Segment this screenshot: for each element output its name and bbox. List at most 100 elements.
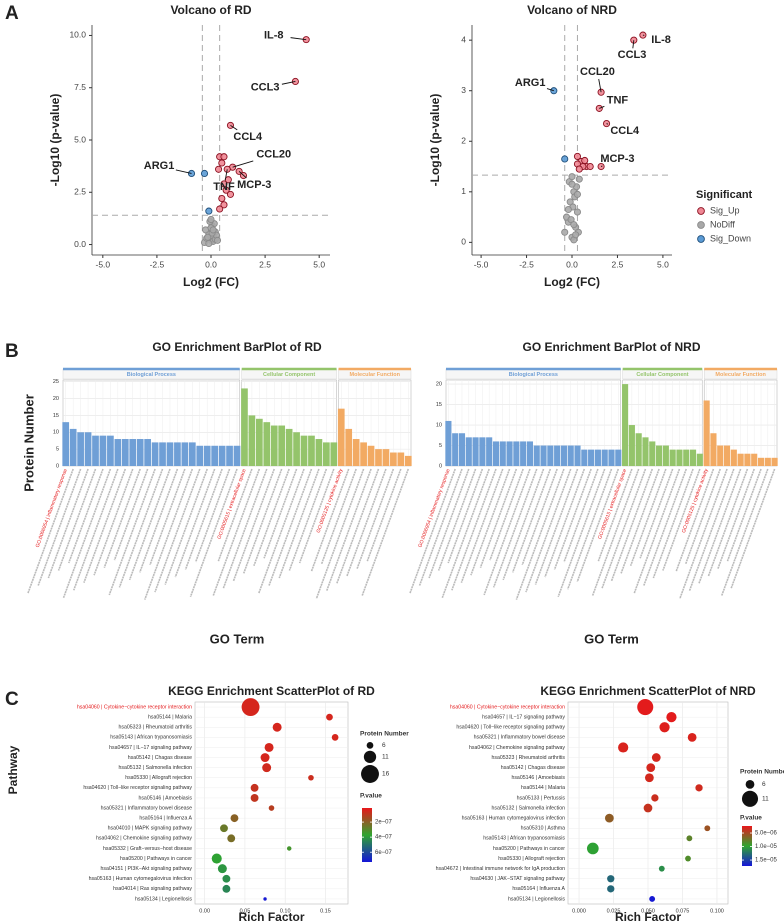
illegible-label (108, 468, 156, 596)
data-point (205, 207, 213, 215)
legend-title: Significant (696, 189, 753, 201)
data-point (550, 87, 558, 95)
y-tick-label: hsa04630 | JAK−STAT signaling pathway (470, 876, 565, 882)
leader-line (230, 124, 238, 131)
illegible-label (68, 468, 104, 564)
bar (174, 442, 181, 466)
illegible-label (320, 468, 357, 565)
bubble (264, 742, 274, 752)
y-tick-label: hsa05142 | Chagas disease (501, 765, 565, 771)
data-point (213, 236, 222, 244)
bubble (687, 732, 697, 742)
x-tick-label: -5.0 (474, 259, 489, 269)
bar (581, 449, 588, 466)
color-bar (362, 808, 372, 862)
bar (278, 425, 286, 466)
illegible-label (639, 468, 674, 559)
legend-label: Sig_Up (710, 205, 740, 215)
leader-line (546, 88, 554, 92)
bar (367, 445, 375, 466)
x-tick-label: 0.000 (572, 908, 586, 914)
point-label: IL-8 (264, 29, 284, 41)
illegible-label (253, 468, 290, 567)
point-label: CCL4 (233, 131, 263, 143)
illegible-label (418, 468, 463, 586)
color-legend-label: 2e−07 (375, 820, 393, 826)
illegible-label (566, 468, 613, 590)
x-tick-label: 0.100 (710, 908, 724, 914)
y-axis-title: -Log10 (p-value) (48, 94, 62, 187)
y-tick-label: 15 (53, 413, 59, 419)
y-tick-label: hsa05132 | Salmonella infection (492, 805, 566, 811)
y-tick-label: hsa05200 | Pathways in cancer (120, 856, 192, 862)
size-legend-swatch (741, 790, 759, 807)
bar (520, 441, 527, 466)
x-tick-label: -5.0 (95, 259, 110, 269)
bar (737, 453, 744, 466)
size-legend-swatch (745, 780, 755, 789)
bar (382, 449, 390, 466)
facet-panel (445, 379, 621, 467)
bar (642, 437, 649, 466)
bar (656, 445, 663, 466)
y-tick-label: hsa05332 | Graft−versus−host disease (103, 846, 192, 852)
bubble (222, 874, 231, 883)
y-tick-label: hsa05330 | Allograft rejection (498, 856, 565, 862)
bar (241, 388, 248, 466)
y-tick-label: 10 (53, 430, 59, 436)
y-tick-label: hsa04620 | Toll−like receptor signaling … (83, 785, 192, 791)
bubble (586, 842, 599, 855)
x-tick-label: 0.00 (199, 908, 210, 914)
bar (84, 432, 92, 466)
bubble (618, 742, 629, 753)
illegible-label (144, 468, 194, 600)
leader-line (290, 37, 307, 41)
y-tick-label: hsa05142 | Chagas disease (128, 755, 192, 761)
y-tick-label: 10.0 (69, 30, 86, 40)
bar (588, 449, 595, 466)
bar (554, 445, 561, 466)
size-legend-swatch (366, 742, 374, 749)
illegible-label (361, 468, 410, 597)
y-tick-label: 3 (461, 85, 466, 95)
y-tick-label: hsa05163 | Human cytomegalovirus infecti… (89, 876, 193, 882)
data-point (568, 173, 576, 181)
facet-label: Cellular Component (636, 372, 688, 378)
illegible-label (460, 468, 504, 583)
bubble (607, 885, 615, 893)
illegible-label (502, 468, 545, 581)
bar (404, 455, 412, 466)
data-point (573, 190, 582, 198)
bar (129, 439, 137, 466)
illegible-label (139, 468, 179, 573)
point-label: ARG1 (515, 77, 546, 89)
illegible-label (437, 468, 477, 571)
illegible-label (492, 468, 538, 588)
illegible-label (679, 468, 728, 599)
bar (751, 453, 758, 466)
illegible-label (557, 468, 606, 598)
x-tick-label: 0.0 (566, 259, 578, 269)
y-tick-label: hsa04672 | Intestinal immune network for… (436, 866, 565, 872)
bar (662, 445, 669, 466)
bubble (222, 884, 231, 893)
bar (136, 439, 144, 466)
color-legend-label: 6e−07 (375, 850, 393, 856)
y-tick-label: hsa05146 | Amoebiasis (138, 795, 192, 801)
x-axis-title: GO Term (584, 631, 639, 646)
illegible-label (720, 468, 769, 597)
size-legend-label: 11 (382, 754, 389, 761)
y-tick-label: hsa04062 | Chemokine signaling pathway (469, 745, 565, 751)
x-tick-label: 0.15 (320, 908, 331, 914)
bar (92, 435, 99, 466)
bubble (651, 753, 661, 762)
y-tick-label: 0 (56, 463, 59, 469)
y-tick-label: 5 (56, 447, 59, 453)
bar (77, 432, 84, 466)
y-tick-label: hsa05143 | African trypanosomiasis (483, 836, 565, 842)
illegible-label (37, 468, 82, 586)
illegible-label (597, 468, 633, 562)
leader-line (632, 40, 635, 49)
bar (375, 449, 382, 466)
y-tick-label: hsa05134 | Legionellosis (135, 896, 192, 902)
